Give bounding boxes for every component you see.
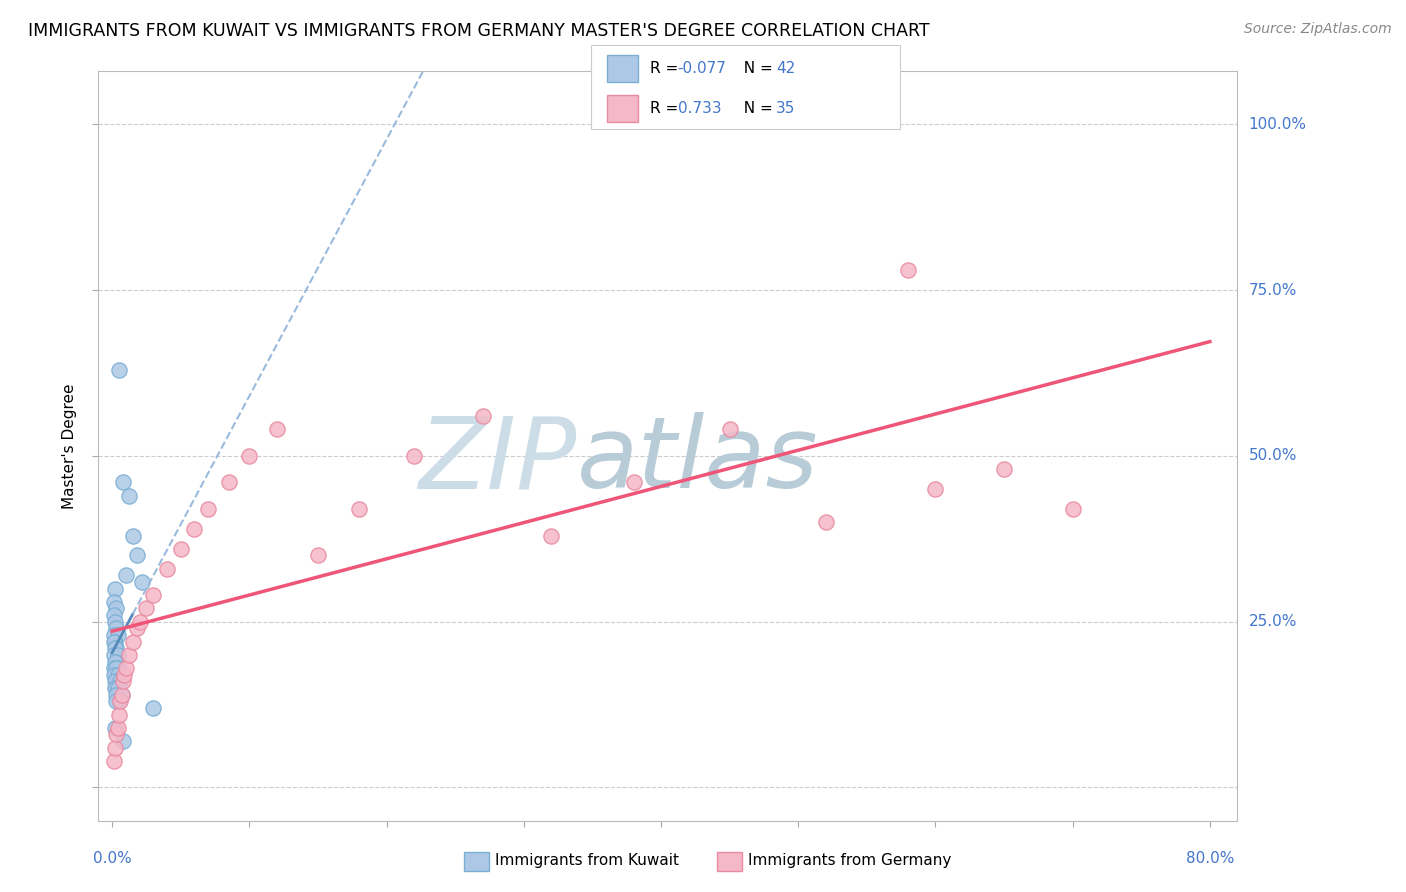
- Point: [112, 475, 135, 490]
- Point: [105, 661, 128, 675]
- Point: [993, 462, 1015, 476]
- Text: atlas: atlas: [576, 412, 818, 509]
- Point: [105, 655, 128, 669]
- Point: [108, 661, 131, 675]
- Point: [104, 641, 127, 656]
- Point: [238, 449, 260, 463]
- Text: Immigrants from Kuwait: Immigrants from Kuwait: [495, 854, 679, 868]
- Point: [142, 588, 165, 602]
- Point: [125, 621, 148, 635]
- Point: [104, 674, 127, 689]
- Point: [131, 574, 153, 589]
- Point: [105, 694, 128, 708]
- Point: [115, 568, 138, 582]
- Point: [117, 648, 139, 662]
- Point: [197, 502, 219, 516]
- Point: [108, 694, 131, 708]
- Point: [623, 475, 645, 490]
- Text: 80.0%: 80.0%: [1185, 851, 1234, 866]
- Point: [104, 721, 127, 735]
- Point: [105, 688, 128, 702]
- Point: [125, 549, 148, 563]
- Point: [103, 595, 125, 609]
- Point: [104, 634, 127, 648]
- Point: [110, 674, 132, 689]
- Point: [105, 621, 128, 635]
- Point: [107, 681, 129, 695]
- Text: N =: N =: [734, 101, 778, 116]
- Point: [266, 422, 288, 436]
- Point: [108, 363, 131, 377]
- Point: [117, 489, 139, 503]
- Point: [718, 422, 741, 436]
- Point: [112, 674, 135, 689]
- Text: ZIP: ZIP: [419, 412, 576, 509]
- Point: [128, 615, 150, 629]
- Point: [347, 502, 370, 516]
- Point: [104, 681, 127, 695]
- Point: [107, 667, 129, 681]
- Point: [121, 634, 143, 648]
- Point: [103, 648, 125, 662]
- Point: [540, 528, 562, 542]
- Point: [170, 541, 193, 556]
- Text: Immigrants from Germany: Immigrants from Germany: [748, 854, 952, 868]
- Point: [104, 582, 127, 596]
- Point: [183, 522, 205, 536]
- Point: [110, 694, 132, 708]
- Point: [105, 681, 128, 695]
- Point: [103, 634, 125, 648]
- Point: [105, 727, 128, 741]
- Point: [107, 721, 129, 735]
- Point: [107, 628, 129, 642]
- Point: [924, 482, 946, 496]
- Point: [107, 648, 129, 662]
- Point: [135, 601, 157, 615]
- Point: [103, 754, 125, 768]
- Point: [112, 734, 135, 748]
- Point: [105, 641, 128, 656]
- Point: [104, 667, 127, 681]
- Text: 35: 35: [776, 101, 796, 116]
- Point: [897, 263, 920, 277]
- Point: [115, 661, 138, 675]
- Point: [156, 562, 179, 576]
- Point: [471, 409, 494, 424]
- Point: [218, 475, 240, 490]
- Point: [307, 549, 329, 563]
- Point: [104, 740, 127, 755]
- Point: [121, 528, 143, 542]
- Point: [142, 701, 165, 715]
- Y-axis label: Master's Degree: Master's Degree: [62, 384, 77, 508]
- Text: 50.0%: 50.0%: [1249, 449, 1296, 464]
- Point: [105, 601, 128, 615]
- Point: [111, 688, 134, 702]
- Point: [108, 707, 131, 722]
- Text: 0.0%: 0.0%: [93, 851, 132, 866]
- Point: [402, 449, 425, 463]
- Text: N =: N =: [734, 61, 778, 76]
- Point: [1062, 502, 1084, 516]
- Point: [105, 674, 128, 689]
- Text: -0.077: -0.077: [678, 61, 727, 76]
- Point: [103, 661, 125, 675]
- Point: [104, 615, 127, 629]
- Text: R =: R =: [650, 61, 683, 76]
- Text: IMMIGRANTS FROM KUWAIT VS IMMIGRANTS FROM GERMANY MASTER'S DEGREE CORRELATION CH: IMMIGRANTS FROM KUWAIT VS IMMIGRANTS FRO…: [28, 22, 929, 40]
- Text: 42: 42: [776, 61, 796, 76]
- Text: 100.0%: 100.0%: [1249, 117, 1306, 132]
- Point: [114, 667, 136, 681]
- Text: 75.0%: 75.0%: [1249, 283, 1296, 298]
- Point: [111, 688, 134, 702]
- Point: [103, 628, 125, 642]
- Text: 25.0%: 25.0%: [1249, 615, 1296, 629]
- Text: 0.733: 0.733: [678, 101, 721, 116]
- Text: Source: ZipAtlas.com: Source: ZipAtlas.com: [1244, 22, 1392, 37]
- Point: [814, 515, 837, 529]
- Text: R =: R =: [650, 101, 683, 116]
- Point: [103, 608, 125, 623]
- Point: [103, 667, 125, 681]
- Point: [104, 655, 127, 669]
